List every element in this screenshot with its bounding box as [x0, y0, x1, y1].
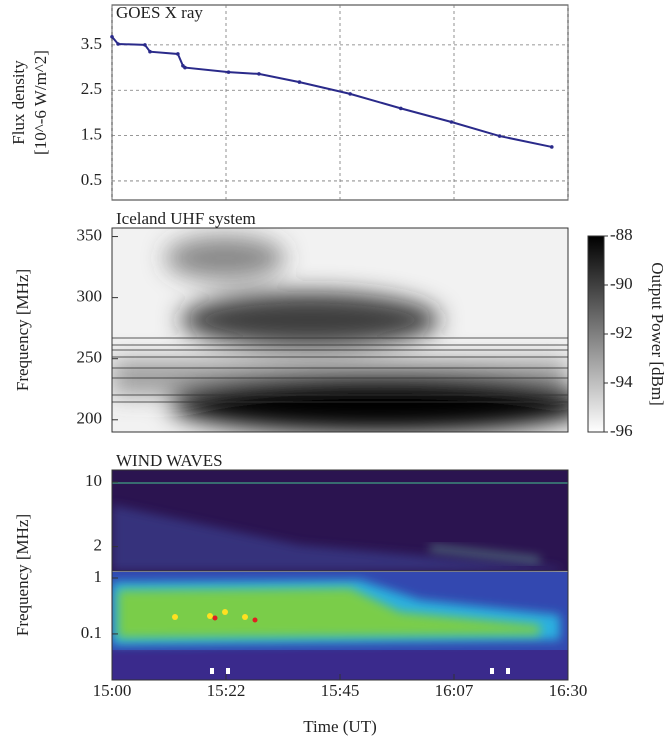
y-tick-label: 10 [85, 471, 102, 490]
colorbar-label: Output Power [dBm] [648, 262, 667, 406]
data-point [183, 65, 187, 70]
colorbar [587, 235, 605, 433]
y-tick-label: 2 [94, 536, 103, 555]
data-point [348, 92, 352, 96]
plot-frame [111, 227, 569, 433]
y-axis-label: Flux density [9, 60, 28, 145]
data-point [549, 145, 554, 149]
y-tick-label: 300 [77, 287, 103, 306]
data-point [143, 43, 147, 47]
x-tick-label: 15:22 [207, 681, 246, 700]
colorbar-tick-label: -96 [610, 421, 633, 440]
y-tick-label: 2.5 [81, 79, 102, 98]
y-tick-label: 3.5 [81, 34, 102, 53]
colorbar-tick-label: -90 [610, 274, 633, 293]
data-point [148, 49, 152, 54]
y-tick-label: 350 [77, 225, 103, 244]
x-tick-label: 15:00 [93, 681, 132, 700]
x-tick-label: 16:07 [435, 681, 474, 700]
data-point [449, 120, 454, 124]
data-point [257, 72, 261, 76]
y-tick-label: 0.5 [81, 170, 102, 189]
y-axis-label: [10^-6 W/m^2] [31, 50, 50, 155]
data-point [110, 34, 114, 39]
data-point [176, 52, 180, 56]
data-point [226, 70, 231, 74]
panel-title: Iceland UHF system [116, 209, 256, 228]
x-axis-label: Time (UT) [303, 717, 377, 736]
y-tick-label: 1 [94, 567, 103, 586]
data-point [116, 42, 120, 46]
y-tick-label: 0.1 [81, 623, 102, 642]
data-point [297, 80, 302, 84]
colorbar-tick-label: -94 [610, 372, 633, 391]
y-axis-label: Frequency [MHz] [13, 514, 32, 636]
data-point [497, 134, 502, 138]
colorbar-tick-label: -92 [610, 323, 633, 342]
spectrogram-image [112, 228, 568, 432]
y-tick-label: 250 [77, 348, 103, 367]
x-tick-label: 16:30 [549, 681, 588, 700]
y-tick-label: 1.5 [81, 125, 102, 144]
data-point [399, 106, 403, 111]
y-tick-label: 200 [77, 409, 103, 428]
dynamic-spectrum-image [112, 470, 568, 680]
panel-title: GOES X ray [116, 3, 203, 22]
y-axis-label: Frequency [MHz] [13, 269, 32, 391]
colorbar-tick-label: -88 [610, 225, 633, 244]
x-tick-label: 15:45 [321, 681, 360, 700]
panel-title: WIND WAVES [116, 451, 223, 470]
